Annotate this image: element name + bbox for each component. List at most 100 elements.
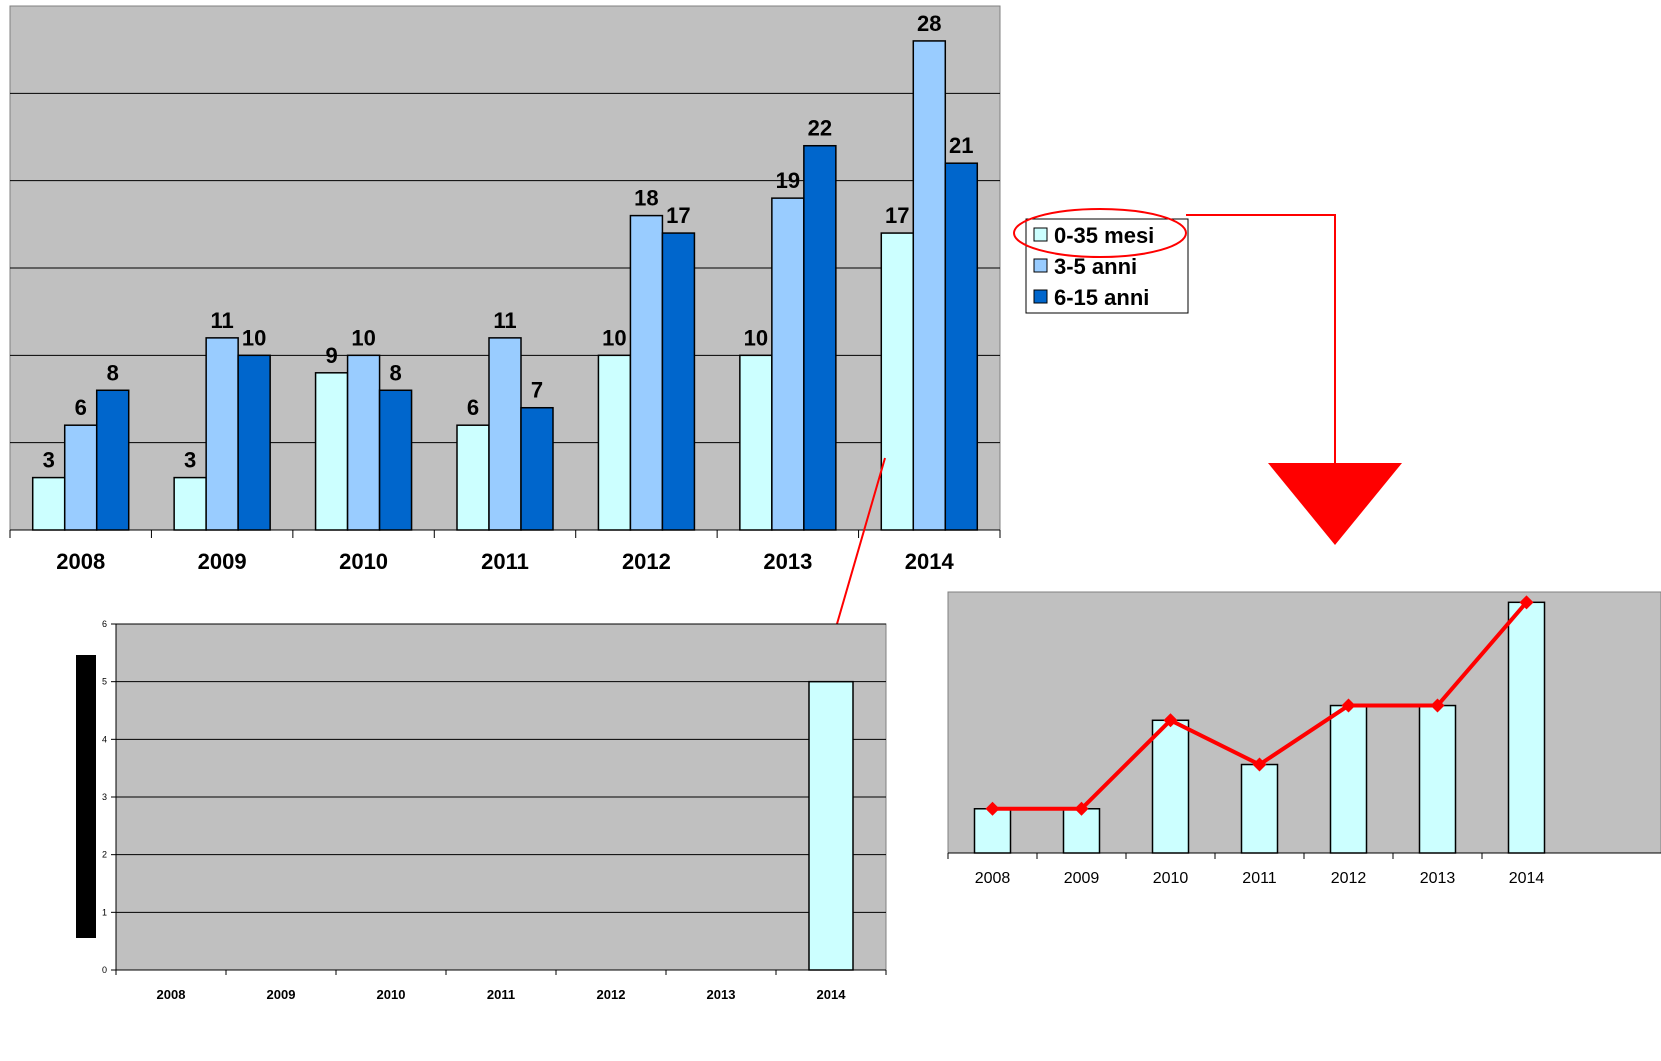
data-label-2011-series-3: 7: [531, 378, 543, 403]
lower-right-bar-2011: [1240, 763, 1279, 854]
data-label-2012-series-1: 10: [602, 325, 626, 350]
lower-right-line-marker-2013: [1430, 698, 1445, 713]
lower-right-x-tick-label: 2011: [1242, 870, 1277, 887]
main-x-tick-label: 2013: [763, 549, 812, 574]
lower-right-line-marker-2014: [1519, 595, 1534, 610]
legend-label-0-35-mesi: 0-35 mesi: [1054, 223, 1154, 248]
lower-left-bar-2014: [808, 680, 854, 971]
lower-left-y-tick-label: 6: [102, 619, 107, 629]
lower-right-bar-2014: [1507, 601, 1546, 854]
bar-2010-series-2: [346, 354, 381, 531]
lower-right-chart-bars: [973, 601, 1546, 854]
main-chart-x-ticks: 2008 2009 2010 2011 2012 2013 2014: [9, 530, 1001, 574]
data-label-2008-series-1: 3: [43, 448, 55, 473]
lower-left-x-tick-label: 2012: [597, 987, 626, 1002]
bar-2014-series-3: [944, 162, 979, 531]
lower-left-chart: 0 1 2 3 4 5 6 2008 2009 2010 2011 2012 2013 2014: [102, 619, 887, 1002]
legend-label-6-15-anni: 6-15 anni: [1054, 285, 1149, 310]
data-label-2013-series-2: 19: [776, 168, 800, 193]
bar-2008-series-3: [95, 389, 130, 531]
pointer-arrow: [825, 457, 886, 657]
lower-right-line-marker-2009: [1074, 801, 1089, 816]
main-x-tick-label: 2012: [622, 549, 671, 574]
data-label-2014-series-1: 17: [885, 203, 909, 228]
bar-2013-series-3: [803, 144, 837, 531]
main-x-tick-label: 2008: [56, 549, 105, 574]
lower-right-x-tick-label: 2013: [1420, 870, 1456, 887]
lower-left-y-tick-label: 0: [102, 965, 107, 975]
lower-right-bar-2012: [1329, 704, 1368, 854]
connector-line: [1186, 214, 1336, 463]
lower-right-chart-x-ticks: 2008 2009 2010 2011 2012 2013 2014: [947, 853, 1545, 887]
lower-left-chart-bars: [808, 680, 854, 971]
main-x-tick-label: 2014: [905, 549, 955, 574]
bar-2009-series-2: [205, 337, 239, 531]
bar-2012-series-1: [597, 354, 632, 531]
bar-2013-series-2: [771, 197, 805, 531]
data-label-2014-series-3: 21: [949, 133, 973, 158]
lower-left-x-tick-label: 2009: [267, 987, 296, 1002]
data-label-2011-series-2: 11: [493, 308, 516, 333]
lower-right-x-tick-label: 2008: [975, 870, 1011, 887]
data-label-2009-series-2: 11: [211, 308, 234, 333]
lower-left-x-tick-label: 2013: [707, 987, 736, 1002]
lower-right-chart-line: [985, 595, 1534, 816]
legend-label-3-5-anni: 3-5 anni: [1054, 254, 1137, 279]
bar-2014-series-1: [880, 232, 915, 531]
bar-2012-series-3: [661, 232, 696, 531]
bar-2009-series-1: [173, 476, 207, 531]
lower-right-line-marker-2010: [1163, 713, 1178, 728]
legend-swatch-0-35-mesi: [1033, 227, 1048, 242]
data-label-2010-series-1: 9: [325, 343, 337, 368]
data-label-2013-series-3: 22: [808, 116, 832, 141]
lower-left-x-tick-label: 2008: [157, 987, 186, 1002]
lower-right-chart: 2008 2009 2010 2011 2012 2013 2014: [947, 591, 1661, 887]
bar-2010-series-3: [378, 389, 413, 531]
lower-right-x-tick-label: 2010: [1153, 870, 1189, 887]
data-label-2013-series-1: 10: [744, 325, 768, 350]
main-x-tick-label: 2011: [481, 549, 529, 574]
main-chart-bars: [31, 40, 979, 531]
data-label-2010-series-2: 10: [351, 325, 375, 350]
data-label-2012-series-2: 18: [634, 186, 658, 211]
legend-swatch-6-15-anni: [1033, 289, 1048, 304]
lower-left-chart-y-ticks: 0 1 2 3 4 5 6: [102, 619, 116, 975]
bar-2009-series-3: [237, 354, 271, 531]
legend-box: [1025, 218, 1189, 314]
lower-right-bar-2013: [1418, 704, 1457, 854]
lower-left-y-tick-label: 3: [102, 792, 107, 802]
main-chart-legend: 0-35 mesi 3-5 anni 6-15 anni: [1025, 218, 1189, 314]
black-bar-marker: [76, 655, 96, 938]
data-label-2009-series-1: 3: [184, 448, 196, 473]
legend-swatch-3-5-anni: [1033, 258, 1048, 273]
legend-highlight-ellipse: [1013, 208, 1187, 258]
lower-left-y-tick-label: 2: [102, 850, 107, 860]
lower-right-x-tick-label: 2009: [1064, 870, 1100, 887]
lower-right-x-tick-label: 2014: [1509, 870, 1545, 887]
lower-right-x-tick-label: 2012: [1331, 870, 1367, 887]
data-label-2011-series-1: 6: [467, 395, 479, 420]
lower-left-x-tick-label: 2014: [817, 987, 847, 1002]
lower-right-line-marker-2011: [1252, 757, 1267, 772]
lower-right-bar-2010: [1151, 719, 1190, 854]
lower-right-line-marker-2008: [985, 801, 1000, 816]
lower-left-chart-gridlines: [116, 623, 886, 913]
bar-2012-series-2: [629, 214, 664, 531]
lower-left-y-tick-label: 1: [102, 907, 107, 917]
lower-right-chart-plot-area: [947, 591, 1661, 854]
bar-2008-series-2: [63, 424, 98, 531]
lower-left-y-tick-label: 5: [102, 677, 107, 687]
main-x-tick-label: 2010: [339, 549, 388, 574]
main-x-tick-label: 2009: [198, 549, 247, 574]
data-label-2008-series-3: 8: [107, 360, 119, 385]
lower-left-x-tick-label: 2011: [487, 987, 515, 1002]
down-arrow-icon: [1268, 463, 1402, 545]
lower-right-line-marker-2012: [1341, 698, 1356, 713]
lower-left-chart-x-ticks: 2008 2009 2010 2011 2012 2013 2014: [115, 970, 887, 1002]
lower-left-x-tick-label: 2010: [377, 987, 406, 1002]
lower-left-y-tick-label: 4: [102, 734, 107, 744]
bar-2010-series-1: [314, 372, 349, 531]
data-label-2009-series-3: 10: [242, 325, 266, 350]
